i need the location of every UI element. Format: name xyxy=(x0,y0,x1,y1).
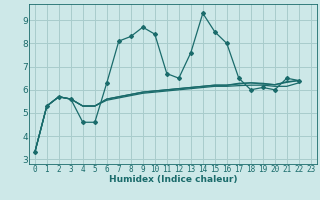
X-axis label: Humidex (Indice chaleur): Humidex (Indice chaleur) xyxy=(108,175,237,184)
